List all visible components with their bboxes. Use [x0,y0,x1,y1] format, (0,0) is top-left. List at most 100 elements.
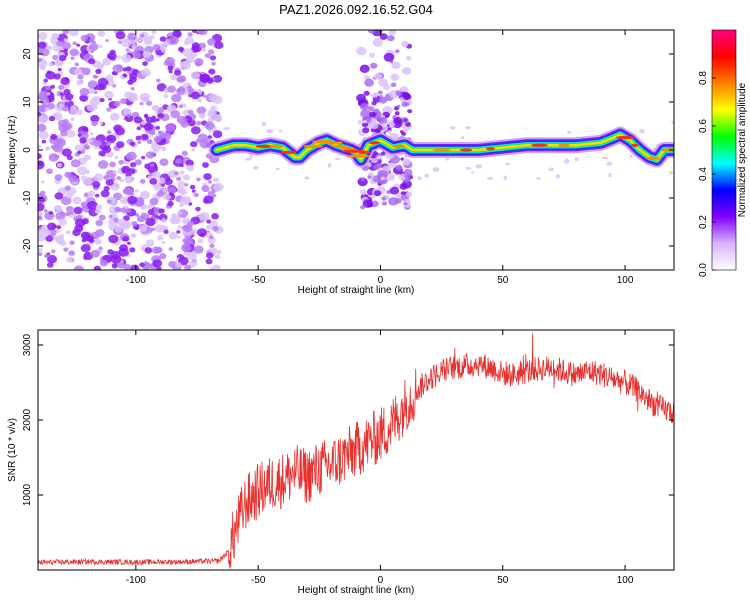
snr-xtick-label: 100 [617,575,634,586]
spectrogram-xtick-label: -50 [251,275,266,286]
ridge-hotspot [332,144,348,148]
noise-blob [42,81,48,86]
noise-blob [81,67,91,76]
noise-blob [60,77,70,85]
noise-blob [161,146,167,152]
noise-blob [193,192,199,198]
ridge-hotspot [615,135,635,140]
noise-blob [63,48,68,52]
faint-blob [362,120,368,124]
noise-blob [158,208,165,214]
noise-blob [203,195,214,204]
noise-blob [208,68,216,75]
noise-blob [141,155,146,160]
colorbar-tick-label: 0.4 [698,167,709,181]
spectrogram-xtick-label: 50 [497,275,509,286]
noise-blob [126,241,131,245]
noise-blob [149,197,159,206]
noise-blob [105,39,109,43]
faint-blob [504,162,510,166]
noise-blob [149,163,155,168]
noise-blob [143,122,154,131]
noise-blob [212,226,219,232]
spectrogram-ytick-label: -10 [22,190,33,205]
faint-blob [389,125,394,128]
snr-ytick-label: 1000 [22,483,33,506]
noise-blob [64,93,74,101]
ridge-hotspot [459,148,473,152]
burst-blob [360,109,371,119]
noise-blob [89,132,94,136]
noise-blob [129,247,136,253]
noise-blob [43,209,48,213]
faint-blob [606,161,613,166]
noise-blob [211,61,216,66]
noise-blob [139,92,151,102]
faint-blob [450,126,456,130]
colorbar-bar [711,29,737,271]
noise-blob [47,45,53,51]
noise-blob [87,193,93,198]
burst-blob [373,164,380,170]
noise-blob [134,189,140,193]
noise-blob [186,85,192,90]
noise-blob [63,38,68,42]
burst-blob [395,164,403,171]
noise-blob [95,219,104,227]
noise-blob [157,177,166,184]
noise-blob [175,158,183,164]
noise-blob [168,247,174,251]
noise-blob [155,118,160,122]
noise-blob [39,90,49,99]
burst-blob [381,196,387,201]
noise-blob [46,255,58,264]
noise-blob [127,32,137,41]
noise-blob [48,115,56,122]
noise-blob [202,182,207,187]
noise-blob [141,68,151,77]
faint-blob [470,171,475,174]
noise-blob [46,70,52,74]
burst-blob [373,73,383,80]
noise-blob [70,117,75,121]
noise-blob [58,218,67,226]
noise-blob [183,224,193,233]
noise-blob [118,247,129,257]
noise-blob [117,218,127,227]
noise-blob [159,253,167,260]
noise-blob [72,41,77,46]
noise-blob [199,74,210,83]
noise-blob [177,211,183,215]
ridge-hotspot [269,144,284,148]
noise-blob [98,246,103,251]
burst-blob [407,109,413,114]
burst-blob [394,111,400,116]
noise-blob [184,183,189,187]
burst-blob [388,197,399,206]
noise-blob [102,57,112,66]
snr-xtick-label: -100 [126,575,146,586]
burst-blob [356,46,367,56]
noise-blob [169,192,174,197]
colorbar-tick-label: 0.6 [698,119,709,133]
noise-blob [179,170,185,175]
noise-blob [94,238,102,245]
noise-blob [68,210,74,215]
burst-blob [388,30,397,36]
noise-blob [52,235,59,241]
noise-blob [80,243,91,253]
noise-blob [156,78,161,83]
noise-blob [133,116,143,124]
noise-blob [131,43,138,49]
noise-blob [190,71,201,80]
noise-blob [89,98,97,105]
noise-blob [136,36,143,43]
burst-blob [379,33,388,40]
noise-blob [198,30,208,36]
noise-blob [63,123,72,130]
noise-blob [171,93,182,103]
snr-xtick-label: 50 [497,575,509,586]
noise-blob [106,130,112,135]
noise-blob [38,41,47,50]
